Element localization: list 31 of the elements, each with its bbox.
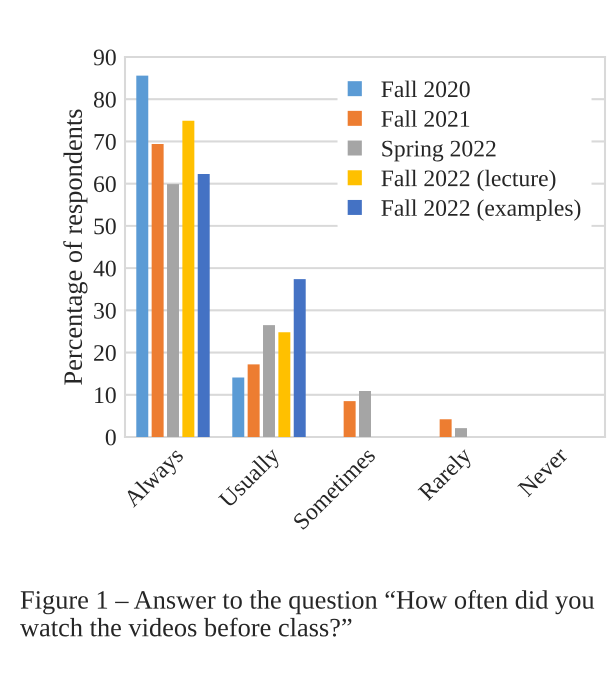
bar (248, 364, 260, 437)
y-tick-label: 30 (94, 302, 116, 319)
y-tick-label: 90 (94, 49, 116, 66)
y-tick-label: 40 (94, 260, 116, 277)
y-tick-label: 80 (94, 92, 116, 108)
bar (182, 120, 194, 437)
y-tick-label: 50 (94, 218, 116, 234)
bar (344, 401, 356, 437)
y-tick-label: 0 (106, 429, 116, 446)
y-axis-title: Percentage of respondents (63, 109, 88, 385)
y-tick-label: 60 (94, 176, 116, 192)
bar (294, 279, 306, 437)
legend-label: Spring 2022 (382, 140, 496, 162)
bar (167, 184, 179, 437)
bar (359, 390, 371, 437)
bar (152, 144, 164, 437)
bar (198, 174, 210, 437)
legend-label: Fall 2021 (381, 110, 470, 127)
bar (263, 325, 275, 437)
legend-label: Fall 2022 (lecture) (381, 170, 556, 192)
bar (440, 419, 452, 437)
caption: Figure 1 – Answer to the question “How often did you watch the videos before class?” (20, 590, 594, 637)
legend-label: Fall 2020 (381, 80, 470, 98)
y-tick-label: 20 (94, 345, 116, 361)
legend-label: Fall 2022 (examples) (381, 199, 580, 221)
y-tick-label: 10 (95, 387, 116, 404)
bar (136, 76, 148, 437)
bar (232, 377, 244, 437)
bar (455, 428, 467, 437)
bar (278, 332, 290, 437)
y-tick-label: 70 (94, 134, 116, 150)
